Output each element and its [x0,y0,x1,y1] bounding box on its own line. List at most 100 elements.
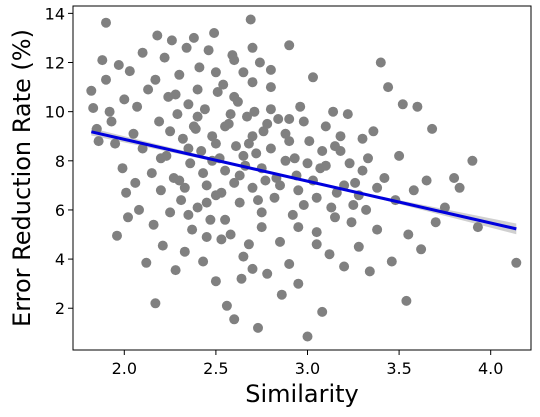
data-point [298,116,309,127]
data-point [265,82,276,93]
data-point [210,138,221,149]
data-point [104,106,115,117]
data-point [372,224,383,235]
y-tick-label: 14 [45,4,65,23]
data-point [273,114,284,124]
data-point [317,306,328,317]
data-point [154,116,165,127]
data-point [253,322,263,333]
data-point [128,128,139,139]
data-point [155,153,166,164]
data-point [335,131,346,142]
data-point [368,126,379,137]
data-point [256,222,267,233]
data-point [110,138,121,149]
data-point [254,57,265,68]
data-point [247,131,258,142]
data-point [117,163,128,174]
data-point [298,200,309,210]
x-tick-label: 4.0 [478,359,503,378]
data-point [121,187,132,198]
data-point [416,244,427,255]
data-point [205,214,216,225]
data-point [439,202,450,213]
data-point [174,69,185,80]
data-point [192,84,203,95]
data-point [454,182,465,193]
y-axis-label: Error Reduction Rate (%) [8,29,36,327]
x-axis-label: Similarity [245,380,358,408]
data-point [229,314,240,325]
data-point [201,197,212,208]
data-point [174,175,185,186]
data-point [289,153,300,164]
data-point [383,82,394,93]
x-axis-ticks: 2.0 2.5 3.0 3.5 4.0 [112,350,503,378]
data-point [201,232,212,242]
data-point [93,136,104,147]
data-point [280,155,291,166]
data-point [357,133,368,144]
data-point [350,177,361,188]
data-point [293,278,304,289]
data-point [101,17,111,28]
data-point [449,173,460,183]
data-point [150,298,161,309]
y-tick-label: 10 [45,103,65,122]
data-point [234,170,245,181]
data-point [245,14,256,25]
data-point [113,60,124,70]
data-point [256,207,267,218]
x-tick-label: 3.0 [295,359,320,378]
x-tick-label: 2.0 [112,359,137,378]
data-point [311,192,322,203]
data-point [137,143,148,154]
data-point [183,99,194,110]
data-point [265,143,276,154]
data-point [183,209,194,220]
data-point [134,204,144,215]
data-point [247,182,258,193]
data-point [212,87,223,97]
data-point [394,150,405,161]
data-point [170,89,181,100]
y-tick-label: 6 [55,201,65,220]
data-point [192,111,203,122]
data-point [229,177,240,188]
data-point [146,168,157,179]
data-point [97,55,108,66]
data-point [210,276,221,287]
data-point [379,173,390,183]
y-tick-label: 8 [55,152,65,171]
data-point [236,273,247,284]
data-point [427,123,438,134]
data-point [165,126,176,137]
data-point [229,55,240,66]
data-point [397,99,408,110]
y-tick-label: 4 [55,250,65,269]
data-point [247,263,258,274]
y-tick-label: 12 [45,54,65,73]
data-point [284,114,295,124]
data-point [155,185,166,196]
data-point [234,197,245,208]
data-point [199,104,210,115]
plot-frame [72,5,532,351]
data-point [269,192,280,203]
data-point [229,91,240,102]
data-point [344,158,355,169]
data-point [177,133,188,144]
data-point [320,160,331,171]
data-point [247,42,258,53]
data-point [403,229,414,240]
data-point [262,268,273,279]
data-point [361,204,372,215]
data-point [265,64,276,75]
data-point [238,150,249,161]
data-point [293,185,304,196]
data-point [225,229,236,240]
data-point [203,45,214,56]
data-point [242,111,252,122]
data-point [472,222,483,233]
